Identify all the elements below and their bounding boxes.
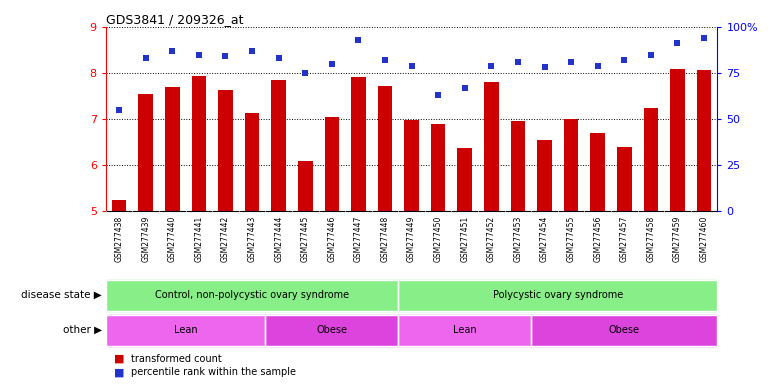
Text: Lean: Lean	[453, 324, 477, 334]
Point	[246, 48, 259, 54]
Bar	[617, 147, 632, 211]
Point	[220, 53, 232, 60]
Bar	[644, 108, 659, 211]
Point	[485, 63, 498, 69]
Text: GSM277448: GSM277448	[380, 216, 390, 262]
Text: GSM277439: GSM277439	[141, 216, 151, 262]
Point	[193, 51, 205, 58]
Text: GSM277455: GSM277455	[567, 216, 575, 262]
Text: GSM277445: GSM277445	[301, 216, 310, 262]
Bar	[112, 200, 126, 211]
Bar	[139, 94, 153, 211]
Bar	[564, 119, 579, 211]
Bar	[191, 76, 206, 211]
Text: ■: ■	[114, 367, 124, 377]
Point	[459, 84, 471, 91]
Point	[405, 63, 418, 69]
Point	[698, 35, 710, 41]
Bar	[398, 314, 532, 346]
Bar	[398, 280, 717, 311]
Bar	[245, 113, 260, 211]
Bar	[106, 280, 398, 311]
Point	[325, 61, 338, 67]
Point	[644, 51, 657, 58]
Text: Obese: Obese	[609, 324, 640, 334]
Text: GSM277451: GSM277451	[460, 216, 470, 262]
Point	[512, 59, 524, 65]
Text: GSM277459: GSM277459	[673, 216, 682, 262]
Text: GSM277456: GSM277456	[593, 216, 602, 262]
Text: GSM277443: GSM277443	[248, 216, 256, 262]
Text: GSM277441: GSM277441	[194, 216, 203, 262]
Point	[140, 55, 152, 61]
Text: GSM277457: GSM277457	[620, 216, 629, 262]
Point	[299, 70, 311, 76]
Text: GSM277449: GSM277449	[407, 216, 416, 262]
Text: ■: ■	[114, 354, 124, 364]
Point	[591, 63, 604, 69]
Text: Polycystic ovary syndrome: Polycystic ovary syndrome	[492, 290, 623, 300]
Bar	[431, 124, 445, 211]
Text: GSM277447: GSM277447	[354, 216, 363, 262]
Text: GSM277454: GSM277454	[540, 216, 549, 262]
Bar	[590, 133, 605, 211]
Point	[618, 57, 630, 63]
Bar	[271, 80, 286, 211]
Text: transformed count: transformed count	[131, 354, 222, 364]
Bar	[532, 314, 717, 346]
Bar	[484, 82, 499, 211]
Bar	[405, 120, 419, 211]
Bar	[532, 314, 717, 346]
Bar	[398, 314, 532, 346]
Text: GSM277460: GSM277460	[699, 216, 709, 262]
Point	[352, 37, 365, 43]
Text: GSM277458: GSM277458	[646, 216, 655, 262]
Point	[379, 57, 391, 63]
Bar	[165, 87, 180, 211]
Text: percentile rank within the sample: percentile rank within the sample	[131, 367, 296, 377]
Bar	[325, 117, 339, 211]
Bar	[218, 90, 233, 211]
Point	[432, 92, 445, 98]
Text: GSM277452: GSM277452	[487, 216, 495, 262]
Text: GSM277444: GSM277444	[274, 216, 283, 262]
Bar	[537, 140, 552, 211]
Bar	[265, 314, 398, 346]
Text: Lean: Lean	[174, 324, 198, 334]
Bar	[265, 314, 398, 346]
Bar	[510, 121, 525, 211]
Point	[272, 55, 285, 61]
Bar	[351, 77, 365, 211]
Point	[166, 48, 179, 54]
Bar	[106, 314, 265, 346]
Text: GSM277450: GSM277450	[434, 216, 443, 262]
Text: GSM277453: GSM277453	[514, 216, 522, 262]
Text: Control, non-polycystic ovary syndrome: Control, non-polycystic ovary syndrome	[155, 290, 349, 300]
Text: GSM277446: GSM277446	[328, 216, 336, 262]
Text: disease state ▶: disease state ▶	[21, 290, 102, 300]
Bar	[106, 314, 265, 346]
Point	[564, 59, 577, 65]
Text: Obese: Obese	[316, 324, 347, 334]
Bar	[457, 147, 472, 211]
Text: GDS3841 / 209326_at: GDS3841 / 209326_at	[106, 13, 243, 26]
Text: other ▶: other ▶	[63, 324, 102, 334]
Bar	[298, 161, 313, 211]
Bar	[106, 280, 398, 311]
Bar	[398, 280, 717, 311]
Text: GSM277442: GSM277442	[221, 216, 230, 262]
Point	[539, 65, 551, 71]
Point	[671, 40, 684, 46]
Bar	[697, 70, 711, 211]
Text: GSM277440: GSM277440	[168, 216, 177, 262]
Text: GSM277438: GSM277438	[114, 216, 124, 262]
Bar	[670, 69, 684, 211]
Bar	[378, 86, 392, 211]
Point	[113, 107, 125, 113]
